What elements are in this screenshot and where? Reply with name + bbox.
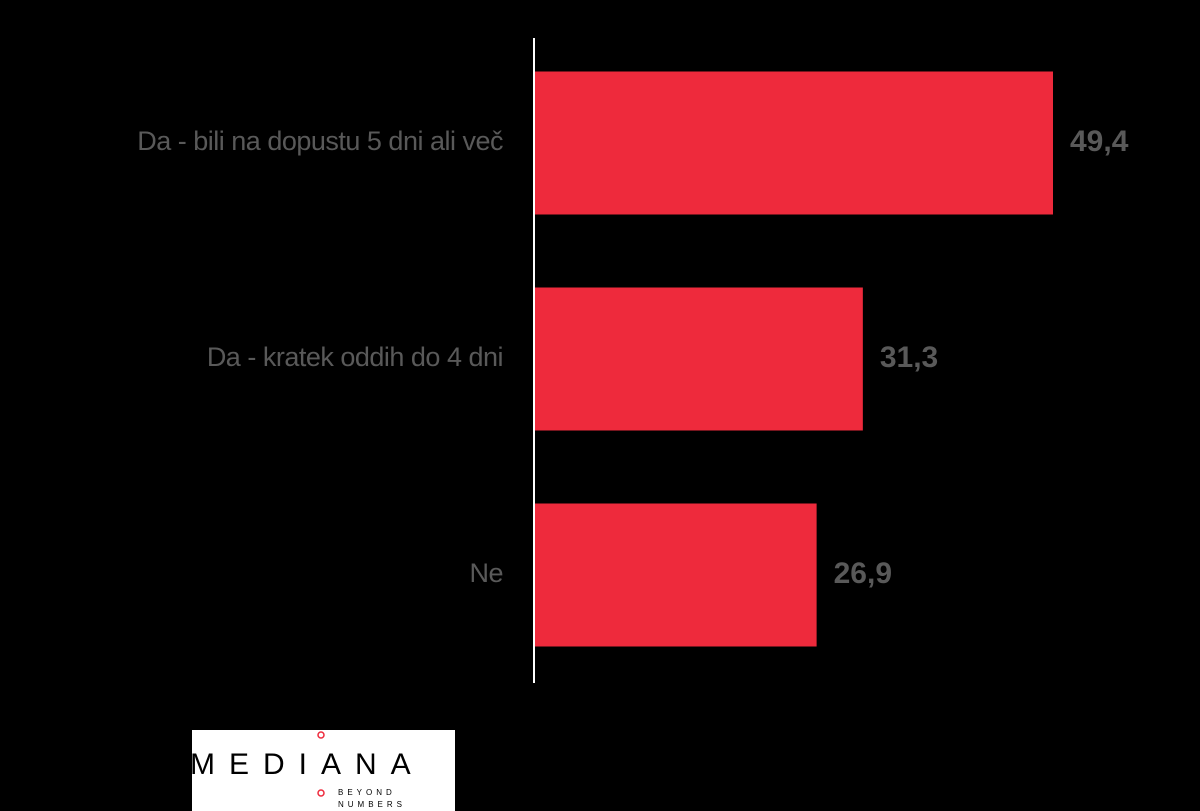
logo: MEDIANA BEYOND NUMBERS (190, 730, 455, 811)
bar (534, 287, 863, 431)
category-label: Da - bili na dopustu 5 dni ali več (137, 126, 503, 156)
value-label: 26,9 (834, 557, 892, 590)
logo-name: MEDIANA (190, 748, 425, 781)
logo-background (192, 730, 455, 811)
bar (534, 71, 1053, 215)
bar (534, 503, 817, 647)
category-label: Ne (469, 558, 503, 588)
logo-tagline: BEYOND (338, 788, 396, 797)
category-label: Da - kratek oddih do 4 dni (207, 342, 503, 372)
value-label: 49,4 (1070, 125, 1129, 158)
logo-tagline: NUMBERS (338, 800, 406, 809)
logo-dot (317, 789, 325, 797)
logo-dot (317, 731, 325, 739)
value-label: 31,3 (880, 341, 938, 374)
